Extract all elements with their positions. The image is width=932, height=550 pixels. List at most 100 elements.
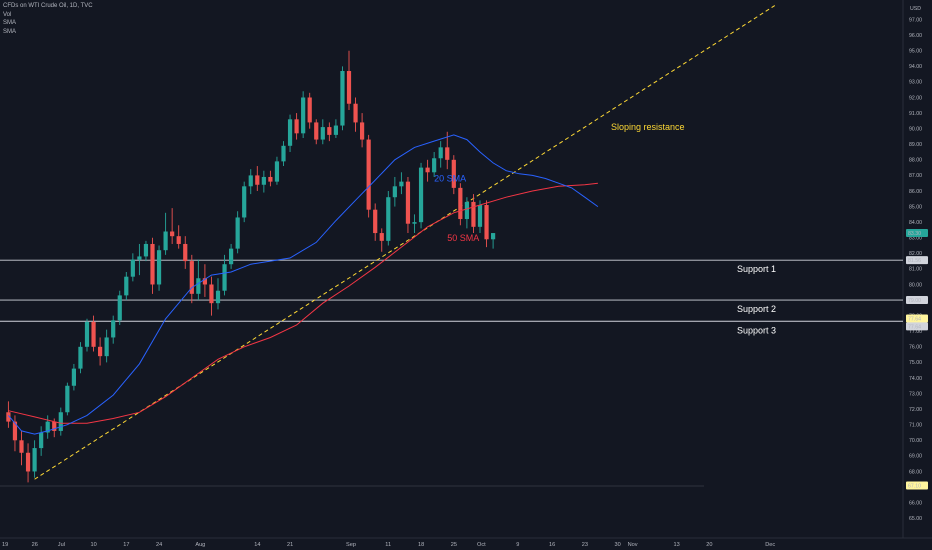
x-tick-label: 14: [254, 542, 260, 548]
y-tick-label: 95.00: [909, 49, 922, 55]
x-tick-label: 21: [287, 542, 293, 548]
candle-body: [327, 127, 332, 135]
20-sma-label: 20 SMA: [434, 174, 466, 184]
y-tick-label: 90.00: [909, 126, 922, 132]
price-axis[interactable]: 65.0066.0067.0068.0069.0070.0071.0072.00…: [906, 6, 928, 522]
y-tick-label: 74.00: [909, 376, 922, 382]
candle-body: [183, 243, 188, 262]
y-tick-label: 69.00: [909, 454, 922, 460]
candle-body: [137, 256, 142, 260]
y-tick-label: 88.00: [909, 158, 922, 164]
x-tick-label: 10: [91, 542, 97, 548]
sma50-line: [8, 182, 598, 424]
chart-legend: CFDs on WTI Crude Oil, 1D, TVC Vol SMA S…: [3, 2, 93, 36]
candle-body: [274, 161, 280, 182]
indicator-vol[interactable]: Vol: [3, 11, 12, 18]
x-tick-label: 24: [156, 542, 162, 548]
x-tick-label: 11: [385, 542, 391, 548]
time-axis[interactable]: 19 26 Jul 10 17 24 Aug 14 21 Sep 11 18 25 Oct 9 16 23 30 N…: [2, 542, 775, 548]
candle-body: [124, 276, 129, 296]
support-3-badge-2-bg: [906, 322, 928, 331]
sloping-resistance-label: Sloping resistance: [611, 122, 685, 132]
candle-body: [32, 448, 37, 472]
sma20-line: [8, 134, 599, 435]
y-tick-label: 87.00: [909, 173, 922, 179]
indicator-sma-2[interactable]: SMA: [3, 28, 17, 35]
y-tick-label: 66.00: [909, 500, 922, 506]
y-tick-label: 93.00: [909, 80, 922, 86]
annotation-lines-layer: [0, 5, 903, 487]
x-tick-label: 20: [706, 542, 712, 548]
y-tick-label: 91.00: [909, 111, 922, 117]
candle-body: [301, 97, 306, 134]
symbol-title[interactable]: CFDs on WTI Crude Oil, 1D, TVC: [3, 3, 93, 9]
candle-body: [445, 147, 450, 160]
candle-body: [268, 176, 273, 182]
candle-body: [209, 284, 214, 304]
low-marker-badge: 67.10: [908, 483, 921, 489]
candle-body: [248, 175, 253, 187]
candle-body: [84, 321, 90, 347]
candle-body: [418, 167, 424, 223]
candle-body: [386, 197, 391, 241]
candle-body: [163, 231, 168, 251]
candle-body: [360, 122, 365, 140]
x-tick-label: 25: [451, 542, 457, 548]
x-tick-label: 23: [582, 542, 588, 548]
candle-body: [333, 125, 338, 135]
x-tick-label: 30: [615, 542, 621, 548]
support-2-badge: 79.00: [908, 298, 921, 304]
x-tick-label: 18: [418, 542, 424, 548]
x-tick-label: Jul: [58, 542, 65, 548]
candle-body: [189, 261, 194, 294]
candle-body: [458, 187, 463, 220]
candle-body: [6, 412, 11, 422]
y-tick-label: 72.00: [909, 407, 922, 413]
support-1-badge: 81.56: [908, 258, 921, 264]
candle-body: [366, 139, 371, 210]
candle-body: [438, 147, 443, 159]
y-tick-label: 89.00: [909, 142, 922, 148]
y-tick-label: 94.00: [909, 64, 922, 70]
y-tick-label: 75.00: [909, 360, 922, 366]
candle-body: [287, 119, 293, 146]
candle-body: [399, 181, 404, 187]
candle-body: [39, 432, 44, 449]
support-3-badge: 77.64: [908, 316, 921, 322]
candle-body: [477, 205, 483, 227]
y-tick-label: 86.00: [909, 189, 922, 195]
candle-body: [19, 440, 24, 453]
support-label-3: Support 3: [737, 325, 776, 335]
x-tick-label: Nov: [628, 542, 638, 548]
candle-body: [111, 320, 116, 338]
candles-layer: [6, 50, 496, 483]
candle-body: [373, 209, 378, 234]
support-3-badge-bg: [906, 314, 928, 323]
candle-body: [281, 145, 286, 162]
x-tick-label: 19: [2, 542, 8, 548]
x-tick-label: 9: [516, 542, 519, 548]
annotation-labels-layer: Support 1 Support 2 Support 3 Sloping resis…: [434, 122, 776, 335]
x-tick-label: Aug: [195, 542, 205, 548]
candle-body: [156, 250, 162, 285]
candle-body: [353, 103, 358, 123]
y-tick-label: 76.00: [909, 345, 922, 351]
indicator-sma-1[interactable]: SMA: [3, 20, 17, 26]
support-3-badge-2: 77.64: [908, 324, 921, 330]
x-tick-label: Dec: [765, 542, 775, 548]
y-tick-label: 77.00: [909, 329, 922, 335]
x-tick-label: 16: [549, 542, 555, 548]
y-tick-label: 83.00: [909, 236, 922, 242]
y-tick-label: 71.00: [909, 423, 922, 429]
candle-body: [12, 421, 18, 441]
y-tick-label: 73.00: [909, 391, 922, 397]
candle-body: [261, 176, 266, 185]
candle-body: [71, 368, 76, 386]
candle-body: [320, 127, 325, 140]
y-tick-label: 70.00: [909, 438, 922, 444]
candle-body: [425, 167, 430, 173]
candle-body: [235, 217, 240, 249]
